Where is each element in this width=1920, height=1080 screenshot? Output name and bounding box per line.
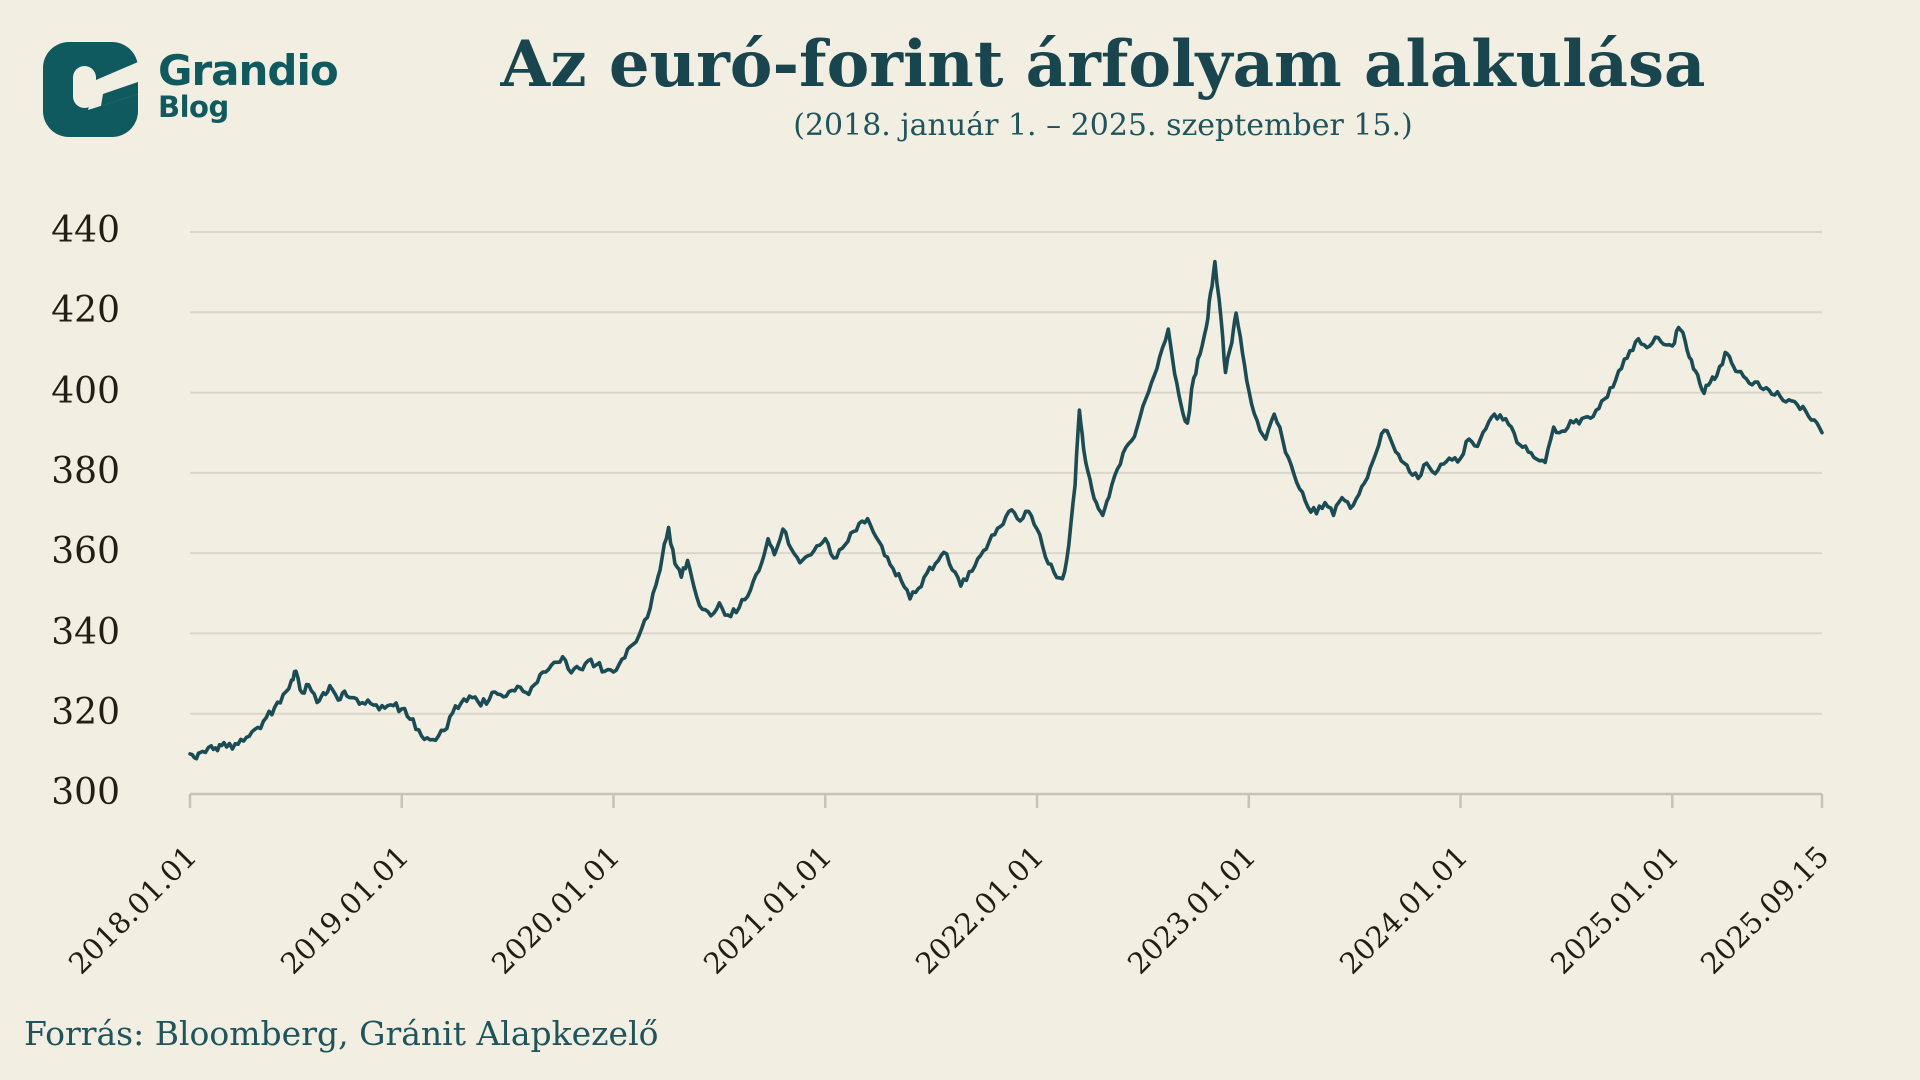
y-tick-label: 300: [51, 772, 120, 813]
y-tick-label: 320: [51, 692, 120, 733]
chart-header: Az euró-forint árfolyam alakulása (2018.…: [478, 27, 1728, 144]
brand-subname: Blog: [158, 90, 229, 124]
y-tick-label: 420: [51, 290, 120, 331]
brand-block: Grandio Blog: [43, 42, 339, 137]
page-subtitle: (2018. január 1. – 2025. szeptember 15.): [793, 108, 1413, 144]
y-tick-label: 340: [51, 612, 120, 653]
source-note: Forrás: Bloomberg, Gránit Alapkezelő: [24, 1014, 659, 1053]
y-tick-label: 380: [51, 451, 120, 492]
grandio-logo-icon: [43, 42, 138, 137]
brand-name: Grandio: [158, 46, 339, 95]
y-tick-label: 360: [51, 531, 120, 572]
brand-wordmark: Grandio Blog: [158, 46, 339, 124]
y-tick-label: 400: [51, 371, 120, 412]
page-title: Az euró-forint árfolyam alakulása: [500, 27, 1706, 102]
y-tick-label: 440: [51, 210, 120, 251]
